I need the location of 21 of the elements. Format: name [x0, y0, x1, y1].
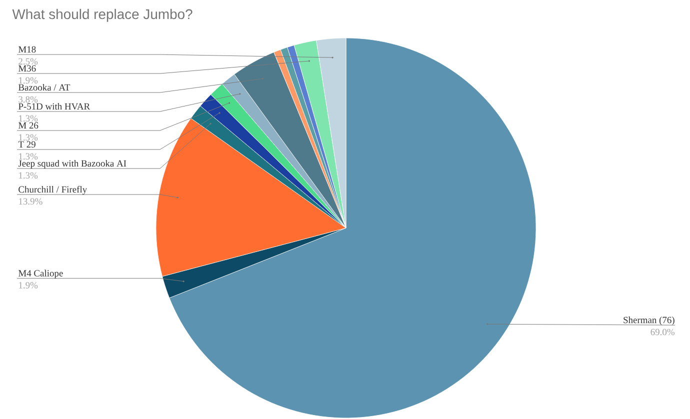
- data-label: 1.9%: [19, 282, 38, 288]
- chart-title: What should replace Jumbo?: [12, 8, 192, 22]
- slice-label: T 29: [18, 141, 36, 148]
- slice-label: M 26: [18, 122, 38, 129]
- data-label: 69.0%: [650, 328, 674, 336]
- data-label: 13.9%: [19, 198, 42, 205]
- data-label: 3.8%: [18, 96, 38, 103]
- data-label: 1.3%: [19, 115, 38, 122]
- slice-label: Bazooka / AT: [18, 84, 70, 91]
- data-label: 1.3%: [19, 172, 38, 179]
- data-label: 1.9%: [19, 77, 38, 84]
- data-label: 1.3%: [19, 134, 38, 141]
- slice-label: M18: [18, 46, 36, 53]
- slice-label: P-51D with HVAR: [18, 102, 90, 110]
- data-label: 1.3%: [19, 153, 38, 160]
- slice-label: Churchill / Firefly: [18, 186, 88, 195]
- slice-label: Sherman (76): [624, 316, 674, 326]
- slice-label: M4 Caliope: [18, 270, 63, 278]
- slice-label: M36: [18, 65, 36, 72]
- data-label: 2.5%: [18, 58, 38, 65]
- slice-label: Jeep squad with Bazooka AI: [18, 160, 126, 169]
